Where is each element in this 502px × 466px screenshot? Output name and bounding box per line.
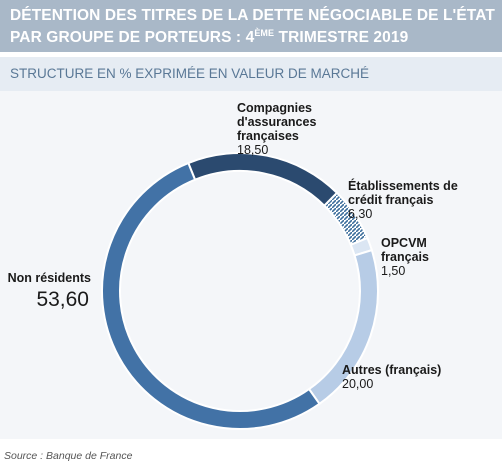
- slice-value-opcvm: 1,50: [381, 264, 405, 278]
- chart-title-line-1: DÉTENTION DES TITRES DE LA DETTE NÉGOCIA…: [10, 7, 495, 24]
- slice-value-non_residents: 53,60: [36, 288, 89, 311]
- slice-label-compagnies-line-2: d'assurances: [237, 115, 316, 129]
- slice-compagnies: [187, 152, 339, 208]
- slice-label-opcvm-line-2: français: [381, 250, 429, 264]
- slice-value-autres: 20,00: [342, 377, 373, 391]
- chart-header: DÉTENTION DES TITRES DE LA DETTE NÉGOCIA…: [0, 0, 502, 52]
- slice-label-autres-line-1: Autres (français): [342, 363, 441, 377]
- chart-title-line-2-end: TRIMESTRE 2019: [274, 29, 409, 46]
- slice-label-compagnies-line-1: Compagnies: [237, 101, 312, 115]
- slice-value-etablissements: 6,30: [348, 207, 372, 221]
- chart-title-line-2: PAR GROUPE DE PORTEURS : 4ÈME TRIMESTRE …: [10, 28, 408, 47]
- donut-slices: [101, 152, 379, 430]
- slice-label-etablissements-line-2: crédit français: [348, 193, 434, 207]
- slice-non_residents: [101, 161, 321, 430]
- chart-title-line-2-start: PAR GROUPE DE PORTEURS : 4: [10, 29, 255, 46]
- slice-label-etablissements-line-1: Établissements de: [348, 178, 458, 193]
- source-note: Source : Banque de France: [4, 450, 133, 462]
- slice-label-opcvm-line-1: OPCVM: [381, 236, 427, 250]
- chart-title-superscript: ÈME: [254, 28, 275, 38]
- chart-subtitle: STRUCTURE EN % EXPRIMÉE EN VALEUR DE MAR…: [10, 66, 370, 81]
- chart-panel: [0, 91, 502, 439]
- slice-value-compagnies: 18,50: [237, 143, 268, 157]
- slice-label-compagnies-line-3: françaises: [237, 129, 299, 143]
- slice-label-non_residents-line-1: Non résidents: [8, 271, 91, 285]
- chart-subheader: STRUCTURE EN % EXPRIMÉE EN VALEUR DE MAR…: [0, 57, 502, 91]
